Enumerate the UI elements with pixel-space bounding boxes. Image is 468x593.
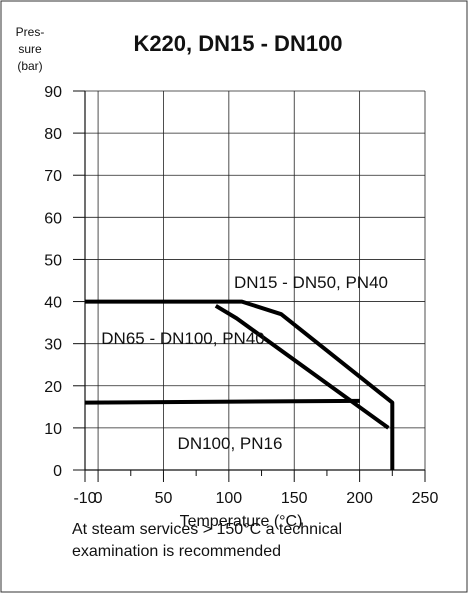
y-tick-label: 70 (44, 168, 62, 185)
x-tick-label: 200 (346, 490, 373, 507)
x-tick-label: 0 (94, 490, 103, 507)
x-tick-label: 50 (155, 490, 173, 507)
series-dn15-dn50-pn40 (85, 299, 395, 470)
y-axis-label-line-1: Pres- (16, 25, 45, 39)
y-tick-label: 50 (44, 252, 62, 269)
x-tick-label: 150 (281, 490, 308, 507)
y-tick-label: 90 (44, 84, 62, 101)
x-axis-label: Temperature (°C) (180, 513, 303, 530)
x-tick-label: 250 (412, 490, 439, 507)
footnote: At steam services > 150°C a technical ex… (72, 521, 343, 560)
series-dn100-pn16 (84, 398, 360, 405)
y-tick-label: 0 (53, 463, 62, 480)
x-tick-label: 100 (215, 490, 242, 507)
series-dn65-dn100-pn40 (214, 304, 390, 430)
y-tick-label: 20 (44, 379, 62, 396)
y-tick-label: 60 (44, 210, 62, 227)
axes (73, 90, 426, 482)
annotation-dn65-dn100-pn40: DN65 - DN100, PN40 (101, 329, 264, 348)
annotation-dn15-dn50-pn40: DN15 - DN50, PN40 (234, 273, 388, 292)
y-tick-label: 10 (44, 421, 62, 438)
x-tick-label: -10 (73, 490, 96, 507)
y-tick-label: 30 (44, 337, 62, 354)
y-axis-label-line-3: (bar) (17, 59, 42, 73)
series-group (84, 299, 395, 470)
chart-title: K220, DN15 - DN100 (133, 31, 342, 56)
y-axis-label-line-2: sure (18, 42, 42, 56)
y-tick-label: 80 (44, 126, 62, 143)
annotation-dn100-pn16: DN100, PN16 (178, 434, 283, 453)
y-tick-label: 40 (44, 295, 62, 312)
